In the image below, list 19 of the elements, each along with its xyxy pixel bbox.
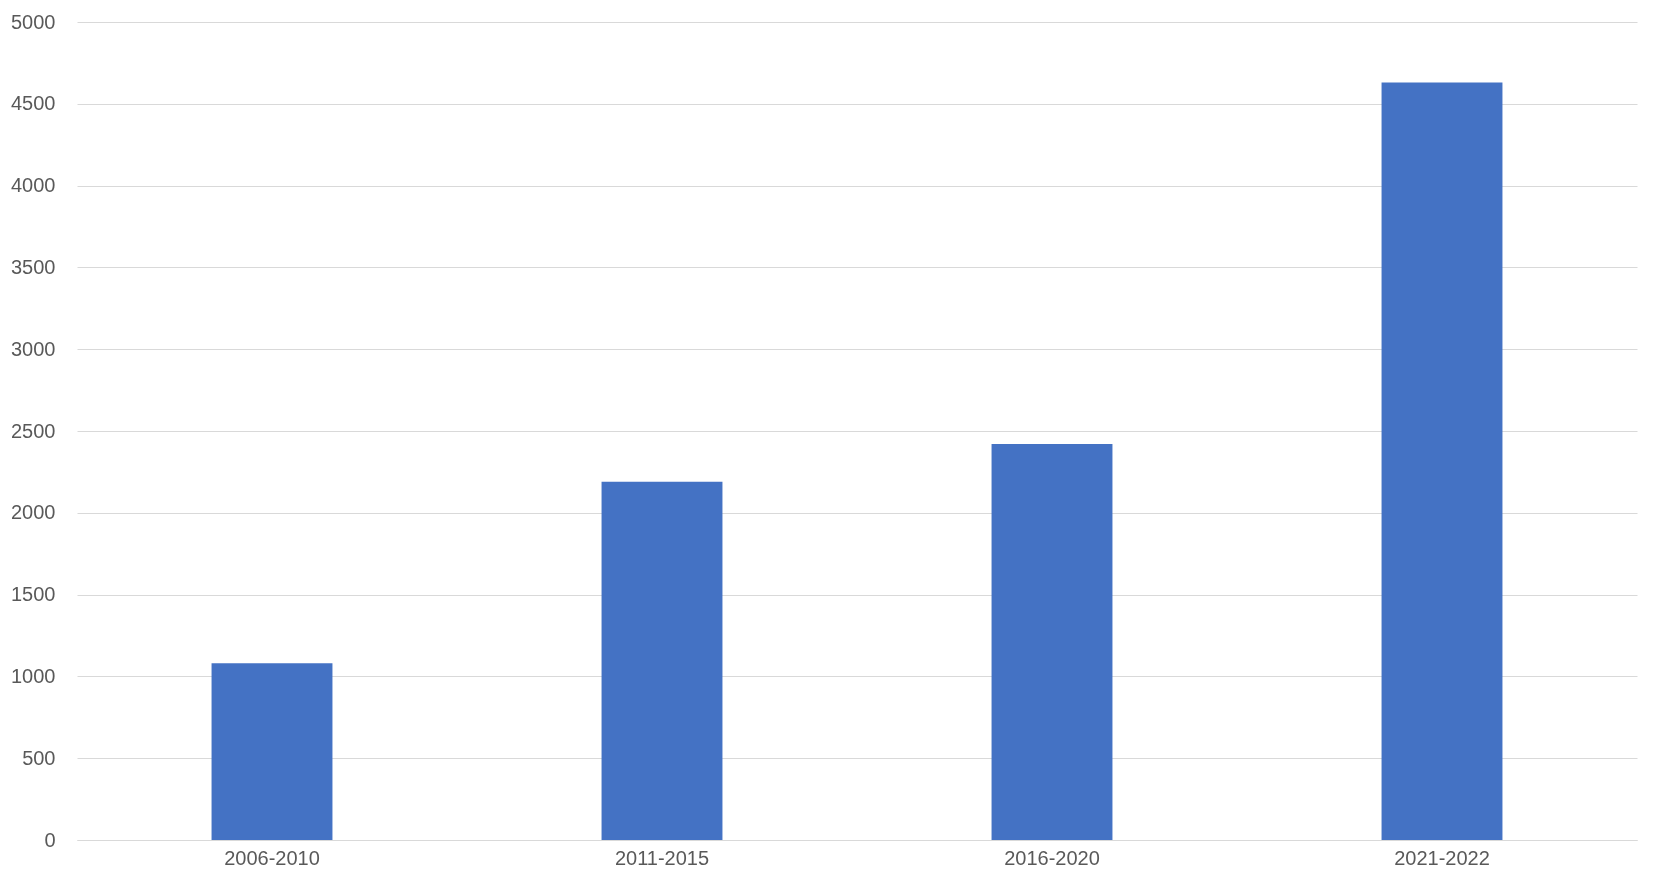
x-tick-label: 2011-2015 [614,846,710,869]
y-tick-label: 500 [22,746,56,769]
y-tick-label: 0 [44,828,56,851]
y-tick-label: 1000 [11,664,56,687]
y-tick-label: 5000 [11,10,56,33]
y-tick-label: 1500 [11,583,56,606]
x-tick-label: 2016-2020 [1004,846,1100,869]
y-tick-label: 2000 [11,501,56,524]
x-tick-label: 2021-2022 [1394,846,1490,869]
y-tick-label: 3000 [11,337,56,360]
bar [601,481,723,840]
x-tick-label: 2006-2010 [224,846,320,869]
y-tick-label: 3500 [11,255,56,278]
y-tick-label: 4000 [11,174,56,197]
bar [1381,82,1503,840]
y-tick-label: 2500 [11,419,56,442]
y-tick-label: 4500 [11,92,56,115]
bar [211,663,333,840]
bar [991,444,1113,840]
